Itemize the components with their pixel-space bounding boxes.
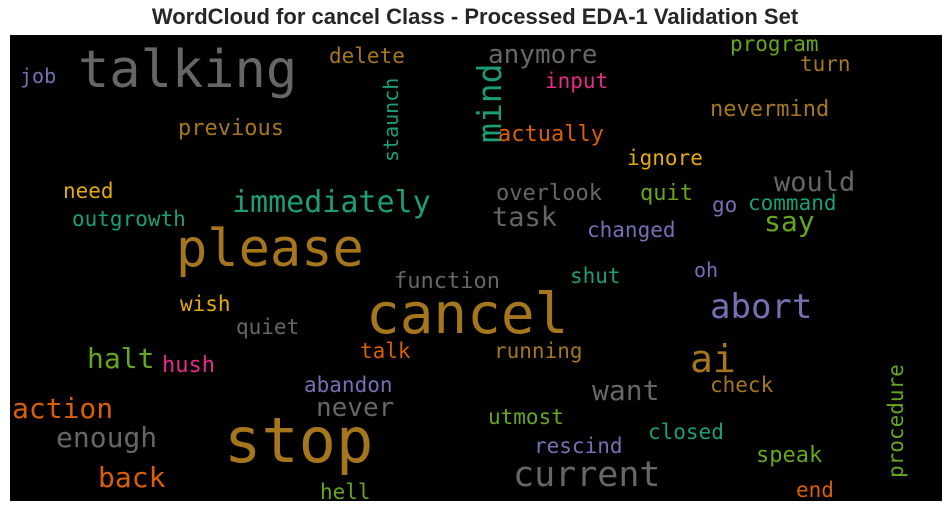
word-closed: closed (648, 420, 724, 444)
word-never: never (316, 393, 394, 423)
word-current: current (513, 455, 661, 495)
word-anymore: anymore (488, 40, 598, 70)
word-want: want (592, 374, 659, 407)
word-wish: wish (180, 292, 231, 316)
word-outgrowth: outgrowth (72, 207, 186, 231)
word-staunch: staunch (379, 78, 403, 162)
word-turn: turn (800, 52, 851, 76)
word-action: action (12, 392, 113, 425)
word-talk: talk (360, 339, 411, 363)
word-stop: stop (224, 404, 373, 477)
word-procedure: procedure (884, 364, 908, 478)
word-need: need (63, 179, 114, 203)
word-hush: hush (162, 353, 215, 378)
word-speak: speak (756, 443, 822, 468)
word-ignore: ignore (627, 146, 703, 170)
wordcloud-canvas: talking job delete mind anymore program turn in… (10, 35, 942, 501)
word-running: running (494, 339, 583, 363)
word-ai: ai (690, 337, 736, 381)
word-utmost: utmost (488, 405, 564, 429)
word-previous: previous (178, 116, 284, 141)
word-mind: mind (470, 64, 509, 143)
word-changed: changed (587, 218, 676, 242)
word-actually: actually (498, 122, 604, 147)
word-command: command (748, 191, 837, 215)
word-shut: shut (570, 264, 621, 288)
word-back: back (98, 461, 166, 494)
word-delete: delete (329, 44, 405, 68)
word-task: task (492, 202, 557, 233)
word-quiet: quiet (236, 315, 299, 339)
word-go: go (712, 193, 737, 217)
word-halt: halt (87, 342, 154, 375)
word-cancel: cancel (366, 282, 568, 347)
word-enough: enough (56, 421, 157, 454)
word-abandon: abandon (304, 373, 393, 397)
word-talking: talking (78, 40, 297, 100)
word-say: say (764, 205, 815, 238)
word-hell: hell (320, 480, 371, 501)
word-abort: abort (710, 287, 812, 327)
word-nevermind: nevermind (710, 97, 829, 122)
word-please: please (176, 219, 364, 279)
word-check: check (710, 373, 774, 397)
chart-title: WordCloud for cancel Class - Processed E… (151, 4, 799, 29)
word-function: function (394, 269, 500, 294)
word-program: program (730, 35, 819, 56)
word-end: end (796, 478, 834, 501)
word-job: job (20, 64, 56, 88)
word-quit: quit (640, 181, 693, 206)
word-oh: oh (694, 258, 718, 282)
word-input: input (545, 69, 608, 93)
word-overlook: overlook (496, 181, 602, 206)
word-rescind: rescind (534, 434, 623, 458)
word-immediately: immediately (232, 185, 431, 220)
word-would: would (774, 167, 855, 198)
